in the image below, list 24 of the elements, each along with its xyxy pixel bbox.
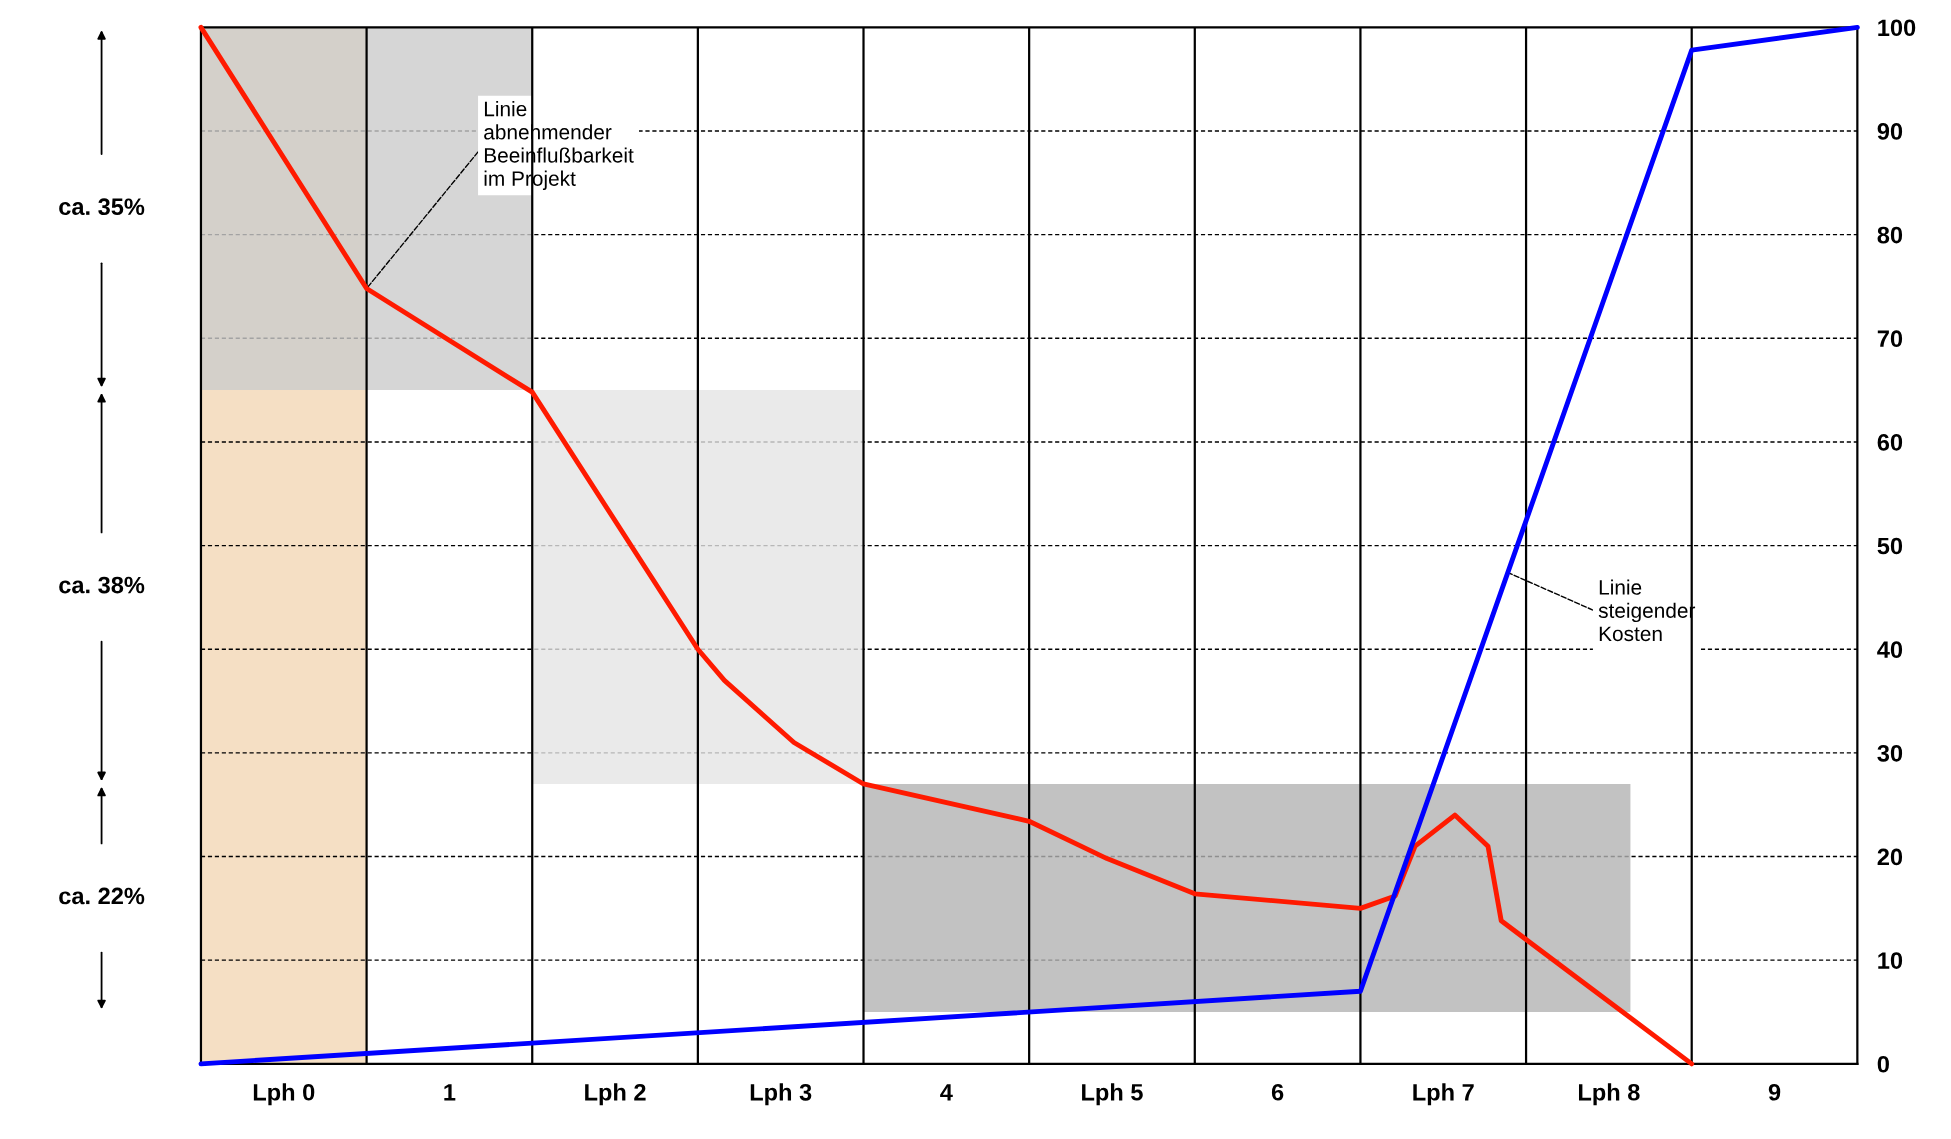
x-tick-label: Lph 0 — [253, 1083, 315, 1106]
x-tick-label: Lph 7 — [1413, 1083, 1474, 1106]
y-tick-label: 90 — [1877, 123, 1903, 140]
y-tick-label: 100 — [1878, 19, 1916, 37]
x-tick-label: Lph 5 — [1082, 1083, 1143, 1106]
y-tick-label: 20 — [1877, 848, 1903, 866]
y-tick-label: 50 — [1877, 537, 1903, 555]
x-tick-label: Lph 8 — [1578, 1083, 1640, 1106]
y-tick-label: 30 — [1877, 744, 1903, 762]
y-tick-label: 70 — [1877, 330, 1903, 348]
y-tick-label: 40 — [1877, 641, 1903, 659]
x-tick-label: 9 — [1768, 1083, 1781, 1101]
y-tick-label: 80 — [1877, 226, 1903, 244]
x-tick-label: Lph 2 — [585, 1083, 646, 1106]
y-tick-label: 0 — [1877, 1055, 1889, 1073]
x-tick-label: 1 — [444, 1084, 456, 1101]
x-tick-label: 4 — [940, 1084, 953, 1101]
text: ca. 35% — [59, 198, 145, 216]
text: ca. 38% — [59, 576, 145, 594]
text: ca. 22% — [59, 887, 145, 905]
y-tick-label: 10 — [1878, 952, 1903, 969]
x-tick-label: Lph 3 — [750, 1083, 812, 1106]
y-tick-label: 60 — [1877, 434, 1903, 451]
x-tick-label: 6 — [1271, 1083, 1284, 1101]
